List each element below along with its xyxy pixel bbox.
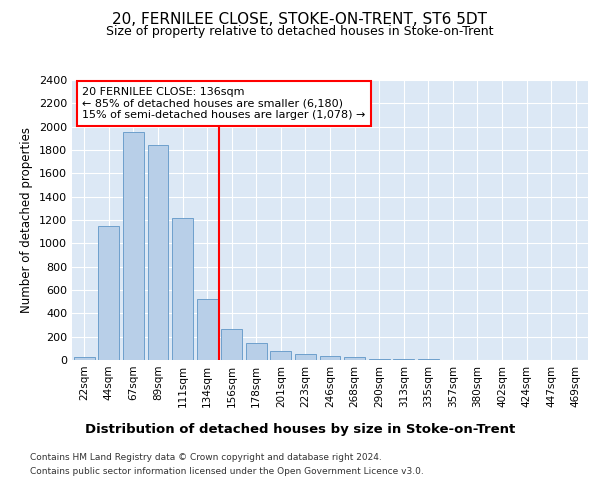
Bar bbox=[74, 356, 95, 360]
Bar bbox=[320, 356, 340, 360]
Text: Contains public sector information licensed under the Open Government Licence v3: Contains public sector information licen… bbox=[30, 468, 424, 476]
Bar bbox=[393, 359, 414, 360]
Bar bbox=[221, 328, 242, 360]
Bar bbox=[148, 146, 169, 360]
Bar bbox=[368, 359, 389, 360]
Bar bbox=[123, 132, 144, 360]
Bar bbox=[246, 342, 267, 360]
Bar bbox=[197, 300, 218, 360]
Text: 20 FERNILEE CLOSE: 136sqm
← 85% of detached houses are smaller (6,180)
15% of se: 20 FERNILEE CLOSE: 136sqm ← 85% of detac… bbox=[82, 87, 365, 120]
Text: Contains HM Land Registry data © Crown copyright and database right 2024.: Contains HM Land Registry data © Crown c… bbox=[30, 452, 382, 462]
Bar bbox=[172, 218, 193, 360]
Text: Size of property relative to detached houses in Stoke-on-Trent: Size of property relative to detached ho… bbox=[106, 25, 494, 38]
Bar bbox=[295, 354, 316, 360]
Text: 20, FERNILEE CLOSE, STOKE-ON-TRENT, ST6 5DT: 20, FERNILEE CLOSE, STOKE-ON-TRENT, ST6 … bbox=[113, 12, 487, 28]
Y-axis label: Number of detached properties: Number of detached properties bbox=[20, 127, 34, 313]
Text: Distribution of detached houses by size in Stoke-on-Trent: Distribution of detached houses by size … bbox=[85, 422, 515, 436]
Bar bbox=[344, 356, 365, 360]
Bar bbox=[98, 226, 119, 360]
Bar bbox=[271, 350, 292, 360]
